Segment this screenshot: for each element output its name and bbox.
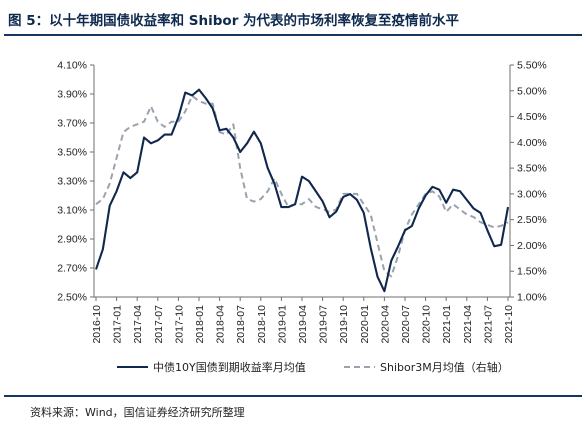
x-tick-label: 2019-07 — [318, 305, 330, 344]
series-cgb10y-line — [95, 88, 510, 293]
x-tick-label: 2020-10 — [421, 305, 433, 344]
x-tick-label: 2020-04 — [379, 305, 391, 344]
axes — [93, 65, 511, 298]
x-tick-label: 2021-07 — [482, 305, 494, 344]
left-axis-ticks: 2.50% 2.70% 2.90% 3.10% 3.30% 3.50% 3.70% 3.90%… — [57, 60, 94, 304]
x-tick-label: 2020-07 — [400, 305, 412, 344]
legend: 中债10Y国债到期收益率月均值 Shibor3M月均值（右轴） — [117, 360, 509, 374]
right-tick-label: 4.50% — [517, 111, 547, 123]
right-tick-label: 1.50% — [517, 266, 547, 278]
x-tick-label: 2017-07 — [153, 305, 165, 344]
x-axis-ticks: 2016-10 2017-01 2017-04 2017-07 2017-10 2018-… — [91, 297, 515, 344]
right-tick-label: 5.50% — [517, 60, 547, 72]
x-tick-label: 2018-07 — [235, 305, 247, 344]
right-tick-label: 4.00% — [517, 137, 547, 149]
left-tick-label: 2.90% — [57, 234, 87, 246]
series-shibor3m-line — [95, 94, 509, 278]
right-tick-label: 3.00% — [517, 188, 547, 200]
x-tick-label: 2018-04 — [215, 305, 227, 344]
source-note: 资料来源：Wind，国信证券经济研究所整理 — [30, 406, 245, 419]
x-tick-label: 2021-01 — [441, 305, 453, 344]
x-tick-label: 2019-10 — [338, 305, 350, 344]
x-tick-label: 2017-10 — [173, 305, 185, 344]
title-rule — [4, 34, 582, 36]
x-tick-label: 2021-10 — [503, 305, 515, 344]
right-tick-label: 1.00% — [517, 292, 547, 304]
x-tick-label: 2016-10 — [91, 305, 103, 344]
right-tick-label: 5.00% — [517, 85, 547, 97]
left-tick-label: 3.30% — [57, 176, 87, 188]
x-tick-label: 2020-01 — [359, 305, 371, 344]
right-tick-label: 3.50% — [517, 163, 547, 175]
left-tick-label: 3.10% — [57, 205, 87, 217]
right-tick-label: 2.00% — [517, 240, 547, 252]
right-tick-label: 2.50% — [517, 214, 547, 226]
x-tick-label: 2018-10 — [256, 305, 268, 344]
legend-label-shibor3m: Shibor3M月均值（右轴） — [380, 360, 509, 374]
chart-title: 图 5：以十年期国债收益率和 Shibor 为代表的市场利率恢复至疫情前水平 — [8, 13, 460, 29]
x-tick-label: 2018-01 — [194, 305, 206, 344]
x-tick-label: 2019-01 — [276, 305, 288, 344]
left-tick-label: 3.70% — [57, 118, 87, 130]
x-tick-label: 2017-04 — [132, 305, 144, 344]
x-tick-label: 2021-04 — [462, 305, 474, 344]
left-tick-label: 4.10% — [57, 60, 87, 72]
x-tick-label: 2017-01 — [112, 305, 124, 344]
left-tick-label: 3.50% — [57, 147, 87, 159]
right-axis-ticks: 1.00% 1.50% 2.00% 2.50% 3.00% 3.50% 4.00% 4.50%… — [510, 60, 547, 304]
legend-label-cgb10y: 中债10Y国债到期收益率月均值 — [153, 360, 306, 374]
left-tick-label: 2.70% — [57, 263, 87, 275]
x-tick-label: 2019-04 — [297, 305, 309, 344]
left-tick-label: 3.90% — [57, 89, 87, 101]
source-rule — [4, 395, 582, 397]
left-tick-label: 2.50% — [57, 292, 87, 304]
